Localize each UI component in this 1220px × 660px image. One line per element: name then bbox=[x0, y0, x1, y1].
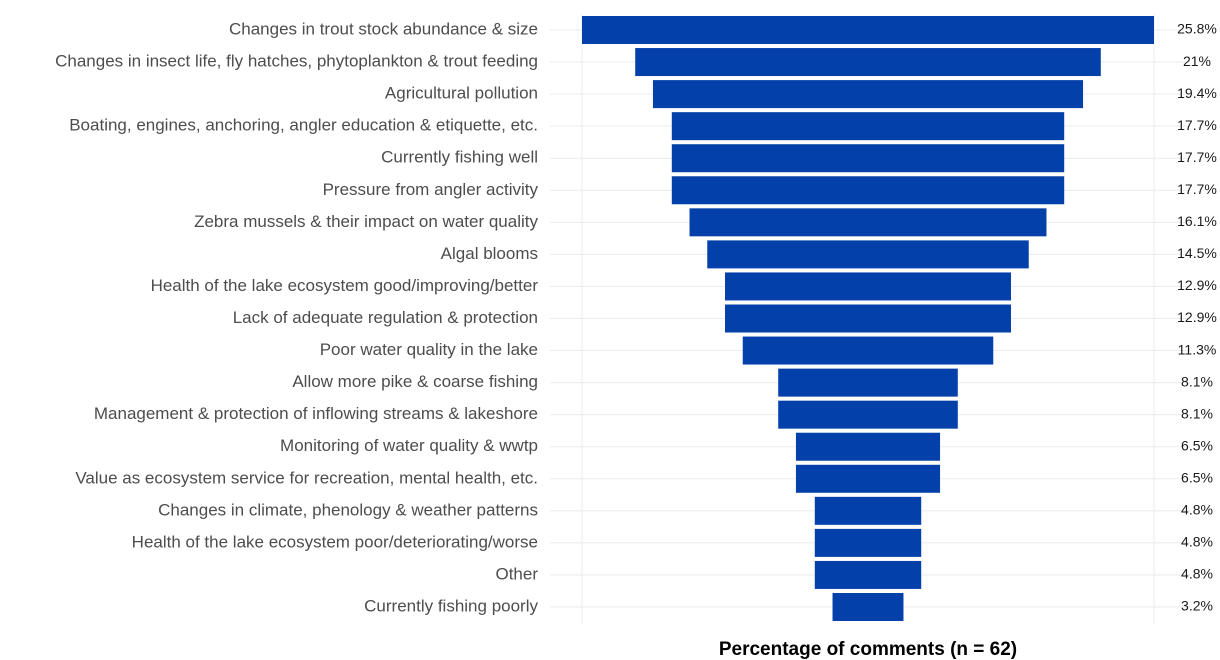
category-label: Currently fishing poorly bbox=[364, 596, 538, 615]
value-label: 11.3% bbox=[1178, 341, 1217, 357]
category-label: Management & protection of inflowing str… bbox=[94, 404, 538, 423]
value-label: 3.2% bbox=[1181, 598, 1213, 614]
category-label: Algal blooms bbox=[441, 244, 538, 263]
bar bbox=[671, 112, 1065, 141]
value-label: 4.8% bbox=[1181, 534, 1213, 550]
value-label: 8.1% bbox=[1181, 405, 1213, 421]
bar bbox=[832, 593, 904, 621]
value-label: 25.8% bbox=[1177, 21, 1217, 37]
value-label: 6.5% bbox=[1181, 469, 1213, 485]
bar bbox=[725, 272, 1011, 301]
value-label: 14.5% bbox=[1177, 245, 1217, 261]
bar bbox=[795, 464, 941, 493]
category-label: Changes in climate, phenology & weather … bbox=[158, 500, 538, 519]
bar bbox=[814, 560, 922, 589]
value-label: 12.9% bbox=[1177, 277, 1217, 293]
bar bbox=[778, 400, 958, 429]
category-label: Lack of adequate regulation & protection bbox=[233, 308, 538, 327]
value-label: 17.7% bbox=[1177, 149, 1217, 165]
bar bbox=[671, 144, 1065, 173]
bar bbox=[582, 16, 1154, 44]
bar bbox=[814, 528, 922, 557]
category-label: Changes in trout stock abundance & size bbox=[229, 19, 538, 38]
value-label: 8.1% bbox=[1181, 373, 1213, 389]
value-label: 4.8% bbox=[1181, 502, 1213, 518]
bar bbox=[707, 240, 1029, 269]
value-label: 6.5% bbox=[1181, 437, 1213, 453]
value-label: 21% bbox=[1183, 53, 1211, 69]
bar bbox=[689, 208, 1047, 237]
bar bbox=[814, 496, 922, 525]
bar bbox=[671, 176, 1065, 205]
value-label: 12.9% bbox=[1177, 309, 1217, 325]
category-label: Health of the lake ecosystem good/improv… bbox=[151, 276, 539, 295]
category-label: Zebra mussels & their impact on water qu… bbox=[194, 212, 538, 231]
bar bbox=[652, 80, 1084, 109]
value-label: 17.7% bbox=[1177, 181, 1217, 197]
category-label: Currently fishing well bbox=[381, 148, 538, 167]
value-label: 16.1% bbox=[1177, 213, 1217, 229]
value-label: 19.4% bbox=[1177, 85, 1217, 101]
category-label: Value as ecosystem service for recreatio… bbox=[75, 468, 538, 487]
category-label: Boating, engines, anchoring, angler educ… bbox=[69, 116, 538, 135]
category-label: Allow more pike & coarse fishing bbox=[292, 372, 538, 391]
category-label: Poor water quality in the lake bbox=[320, 340, 538, 359]
bar bbox=[635, 48, 1101, 77]
bar bbox=[725, 304, 1011, 333]
category-label: Pressure from angler activity bbox=[323, 180, 539, 199]
x-axis-title: Percentage of comments (n = 62) bbox=[719, 639, 1017, 660]
category-label: Health of the lake ecosystem poor/deteri… bbox=[132, 532, 538, 551]
bar bbox=[778, 368, 958, 397]
value-label: 17.7% bbox=[1177, 117, 1217, 133]
category-label: Monitoring of water quality & wwtp bbox=[280, 436, 538, 455]
value-label: 4.8% bbox=[1181, 566, 1213, 582]
bar bbox=[742, 336, 994, 365]
category-label: Other bbox=[495, 564, 538, 583]
bar bbox=[795, 432, 941, 461]
category-label: Agricultural pollution bbox=[385, 84, 538, 103]
category-label: Changes in insect life, fly hatches, phy… bbox=[55, 52, 538, 71]
